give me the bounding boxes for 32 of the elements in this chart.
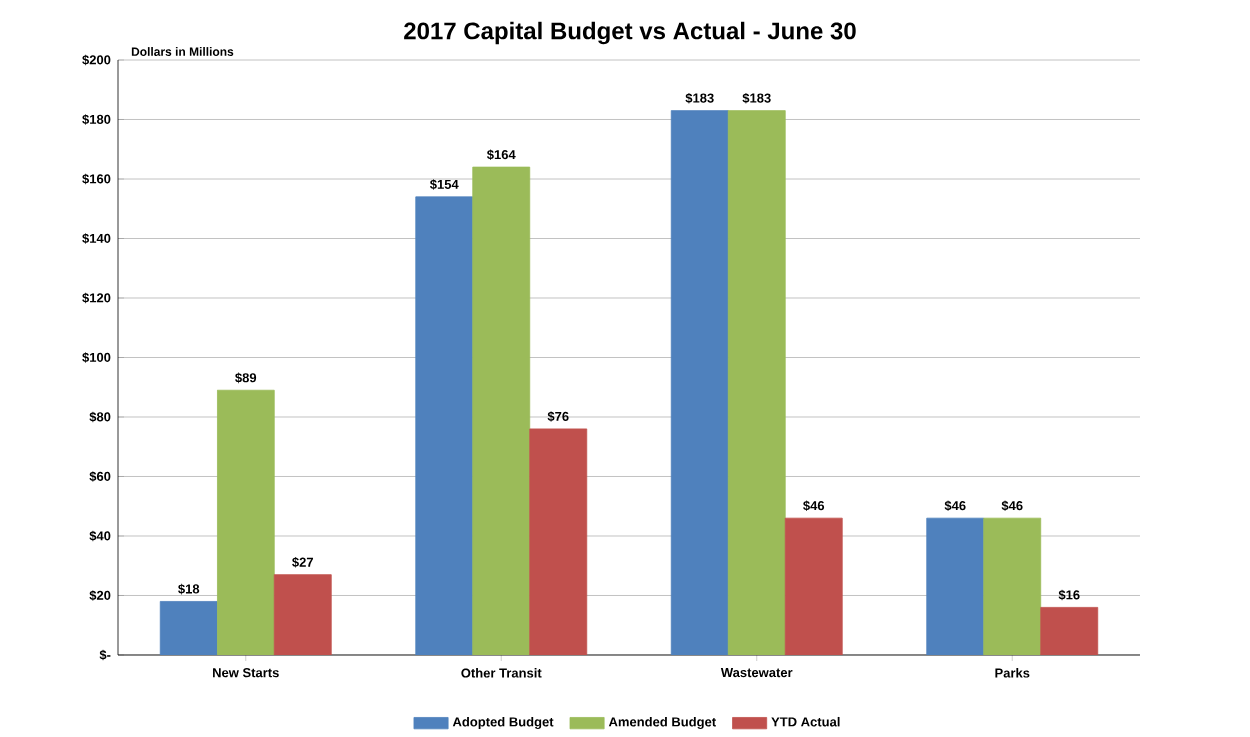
chart-title: 2017 Capital Budget vs Actual - June 30 (404, 21, 856, 45)
y-tick-label: $40 (89, 530, 111, 542)
x-tick-label: Parks (995, 667, 1030, 678)
y-tick-label: $140 (82, 233, 111, 244)
data-label: $183 (742, 92, 771, 104)
data-label: $46 (1001, 500, 1023, 511)
data-label: $46 (803, 500, 825, 511)
data-label: $27 (292, 556, 314, 568)
y-tick-label: $20 (89, 590, 111, 601)
x-tick-label: New Starts (213, 667, 279, 678)
y-tick-label: $160 (82, 173, 111, 185)
y-axis-title: Dollars in Millions (131, 46, 234, 56)
data-label: $16 (1058, 589, 1080, 601)
data-label: $164 (486, 149, 516, 160)
data-label: $183 (685, 92, 714, 104)
data-label: $154 (429, 179, 459, 190)
legend-label: Adopted Budget (452, 716, 554, 729)
legend-label: YTD Actual (771, 716, 840, 727)
y-tick-label: $180 (82, 114, 111, 125)
y-tick-label: $100 (82, 352, 111, 363)
y-tick-label: $80 (89, 411, 111, 423)
data-label: $76 (547, 411, 569, 422)
legend-label: Amended Budget (608, 716, 716, 729)
y-tick-label: $120 (82, 292, 111, 304)
x-tick-label: Wastewater (720, 667, 793, 677)
data-label: $89 (235, 372, 257, 383)
x-tick-label: Other Transit (461, 667, 542, 678)
y-tick-label: $200 (82, 54, 111, 66)
y-tick-label: $- (99, 649, 111, 661)
data-label: $18 (178, 583, 200, 595)
y-tick-label: $60 (89, 471, 111, 482)
data-label: $46 (944, 500, 966, 511)
